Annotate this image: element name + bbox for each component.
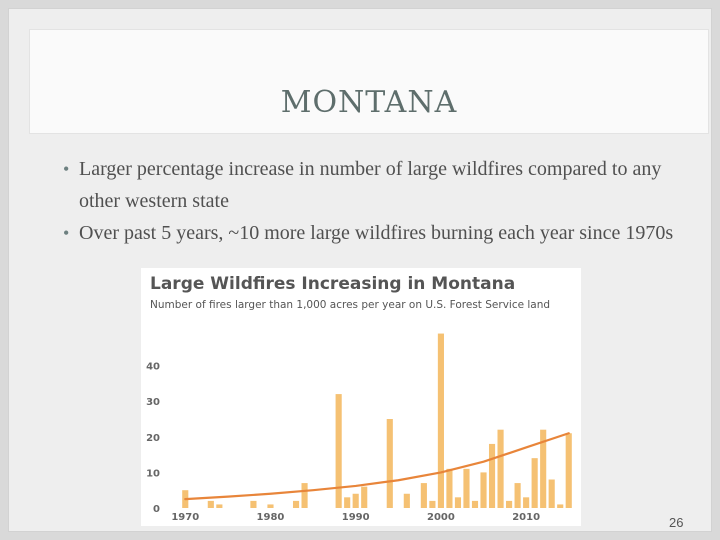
title-box: MONTANA <box>29 29 709 134</box>
bar-2012 <box>540 429 547 508</box>
bar-1989 <box>344 497 351 508</box>
bullet-text: Larger percentage increase in number of … <box>79 158 662 212</box>
y-tick-label: 20 <box>146 433 160 444</box>
chart-subtitle: Number of fires larger than 1,000 acres … <box>150 299 551 311</box>
bar-2005 <box>480 472 487 508</box>
trend-line <box>184 432 570 501</box>
bar-1988 <box>335 394 342 508</box>
bar-1973 <box>207 500 214 508</box>
bullet-item: • Over past 5 years, ~10 more large wild… <box>63 217 693 249</box>
y-tick-label: 30 <box>146 397 160 408</box>
bullet-glyph: • <box>63 159 70 179</box>
bar-1984 <box>301 483 308 508</box>
chart-title: Large Wildfires Increasing in Montana <box>150 274 516 294</box>
bar-2001 <box>446 468 453 508</box>
bar-2014 <box>557 504 564 508</box>
bar-1980 <box>267 504 274 508</box>
bar-2000 <box>437 333 444 508</box>
slide: MONTANA • Larger percentage increase in … <box>8 8 712 532</box>
x-tick-label: 1990 <box>342 512 370 523</box>
bar-2007 <box>497 429 504 508</box>
slide-title: MONTANA <box>280 85 458 120</box>
bar-1978 <box>250 500 257 508</box>
bar-1991 <box>361 486 368 508</box>
bullet-text: Over past 5 years, ~10 more large wildfi… <box>79 222 674 244</box>
y-tick-label: 10 <box>146 468 160 479</box>
bar-1994 <box>386 419 393 508</box>
bar-2008 <box>506 500 513 508</box>
x-tick-label: 1970 <box>171 512 199 523</box>
chart-canvas: 0 10 20 30 40 1970 1980 1990 2000 2010 <box>146 333 572 523</box>
x-tick-label: 2010 <box>512 512 540 523</box>
bar-2004 <box>471 500 479 508</box>
bar-2003 <box>463 468 470 508</box>
bar-2009 <box>514 483 521 508</box>
bar-1996 <box>403 493 410 508</box>
y-tick-label: 0 <box>153 504 160 515</box>
bar-2010 <box>523 497 530 508</box>
y-tick-label: 40 <box>146 362 160 373</box>
bar-1999 <box>429 500 436 508</box>
bar-1983 <box>292 500 300 508</box>
bar-2002 <box>454 497 462 508</box>
bar-1974 <box>216 504 223 508</box>
bar-2006 <box>488 443 496 508</box>
bullet-glyph: • <box>63 223 70 243</box>
page-number: 26 <box>669 515 684 530</box>
bar-1990 <box>352 493 359 508</box>
chart: 0 10 20 30 40 1970 1980 1990 2000 2010 Large Wild… <box>141 268 581 526</box>
bullet-item: • Larger percentage increase in number o… <box>63 153 693 217</box>
bar-2013 <box>548 479 555 508</box>
bar-2011 <box>531 458 538 508</box>
x-tick-label: 1980 <box>257 512 285 523</box>
bar-2015 <box>565 433 572 508</box>
bar-1998 <box>420 483 427 508</box>
x-tick-label: 2000 <box>427 512 455 523</box>
bullet-list: • Larger percentage increase in number o… <box>63 153 693 249</box>
